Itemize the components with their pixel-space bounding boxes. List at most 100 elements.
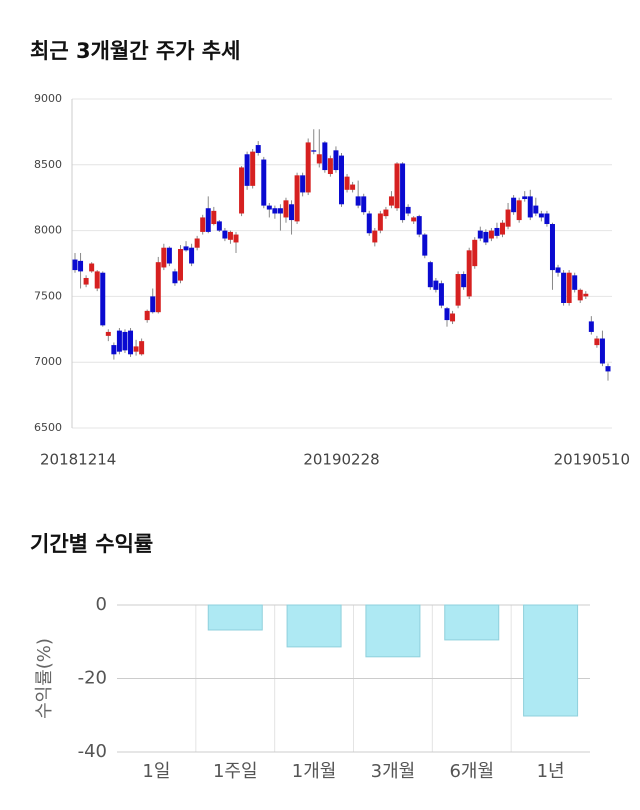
chart-title: 기간별 수익률 <box>30 532 153 556</box>
candle-body <box>272 208 278 214</box>
x-tick-label: 20190510 <box>554 451 630 469</box>
candle-body <box>405 206 411 214</box>
bar <box>523 604 579 717</box>
candle-body <box>577 289 583 301</box>
x-tick-label: 3개월 <box>371 761 416 782</box>
candle-body <box>244 154 250 186</box>
candle-body <box>433 280 439 290</box>
candle-body <box>227 231 233 240</box>
candle-body <box>605 366 611 372</box>
candle-body <box>133 346 139 352</box>
candle-body <box>477 230 483 239</box>
x-tick-label: 1일 <box>142 761 170 782</box>
candle-body <box>511 197 517 213</box>
candle-body <box>538 213 544 218</box>
y-tick-label: 7000 <box>34 355 62 368</box>
candle-body <box>233 234 239 243</box>
candle-body <box>166 247 172 264</box>
x-tick-label: 20181214 <box>40 451 116 469</box>
x-tick-label: 1개월 <box>292 761 337 782</box>
candle-body <box>394 163 400 209</box>
candle-body <box>211 210 217 225</box>
candle-body <box>355 196 361 206</box>
candle-body <box>305 142 311 193</box>
candle-body <box>488 230 494 239</box>
candle-body <box>205 208 211 232</box>
candle-body <box>594 338 600 346</box>
candle-body <box>261 159 267 206</box>
x-tick-label: 1주일 <box>213 761 258 782</box>
candle-body <box>549 224 555 271</box>
candle-body <box>289 204 295 221</box>
candle-body <box>344 176 350 190</box>
candle-body <box>450 313 456 322</box>
candle-body <box>266 205 272 210</box>
candle-body <box>100 272 106 326</box>
candle-body <box>311 150 317 152</box>
bar <box>207 604 263 631</box>
candle-body <box>189 247 195 264</box>
candle-body <box>150 296 156 313</box>
y-tick-label: 8500 <box>34 158 62 171</box>
candle-body <box>466 250 472 297</box>
candle-body <box>438 283 444 306</box>
candle-body <box>377 213 383 231</box>
y-axis-label: 수익률(%) <box>34 638 55 719</box>
candle-body <box>339 155 344 205</box>
candle-body <box>533 205 539 214</box>
candle-body <box>255 145 261 153</box>
bar <box>444 604 500 641</box>
candle-body <box>105 331 111 336</box>
candle-body <box>411 217 417 222</box>
candle-body <box>72 259 78 271</box>
candle-body <box>427 262 433 288</box>
candle-body <box>522 196 528 200</box>
candle-body <box>300 175 306 193</box>
candle-body <box>194 238 200 248</box>
candle-body <box>144 310 150 321</box>
bar <box>286 604 342 648</box>
candle-body <box>200 217 206 232</box>
candle-body <box>583 293 589 297</box>
candle-body <box>500 222 506 235</box>
candle-body <box>216 221 222 231</box>
candle-body <box>588 321 594 332</box>
y-tick-label: -20 <box>78 668 107 689</box>
candle-body <box>561 272 567 303</box>
candle-body <box>372 230 378 243</box>
candle-body <box>566 272 572 303</box>
y-tick-label: 0 <box>96 594 107 615</box>
chart-title: 최근 3개월간 주가 추세 <box>30 39 240 63</box>
candle-body <box>327 158 333 175</box>
candle-body <box>555 267 561 273</box>
x-tick-label: 6개월 <box>449 761 494 782</box>
candle-body <box>89 263 95 272</box>
candle-body <box>400 163 406 221</box>
candle-body <box>366 213 372 234</box>
candle-body <box>333 150 339 171</box>
candle-body <box>572 275 578 290</box>
candle-body <box>455 274 461 306</box>
candle-body <box>250 151 256 186</box>
candle-body <box>383 209 389 217</box>
candle-body <box>116 330 122 352</box>
candle-body <box>350 184 356 190</box>
candle-body <box>277 208 283 214</box>
candle-body <box>322 142 328 171</box>
candle-body <box>416 216 422 235</box>
candle-body <box>111 345 117 355</box>
candle-body <box>94 271 100 289</box>
candle-body <box>177 249 183 281</box>
candle-body <box>83 277 89 285</box>
x-tick-label: 1년 <box>537 761 565 782</box>
y-tick-label: 9000 <box>34 92 62 105</box>
candle-body <box>544 213 550 225</box>
candle-body <box>516 200 522 221</box>
candle-body <box>122 331 128 351</box>
candle-body <box>239 167 245 214</box>
y-tick-label: 6500 <box>34 421 62 434</box>
candle-body <box>483 231 489 243</box>
candle-body <box>183 246 189 251</box>
candle-body <box>222 230 228 239</box>
bar <box>365 604 421 658</box>
